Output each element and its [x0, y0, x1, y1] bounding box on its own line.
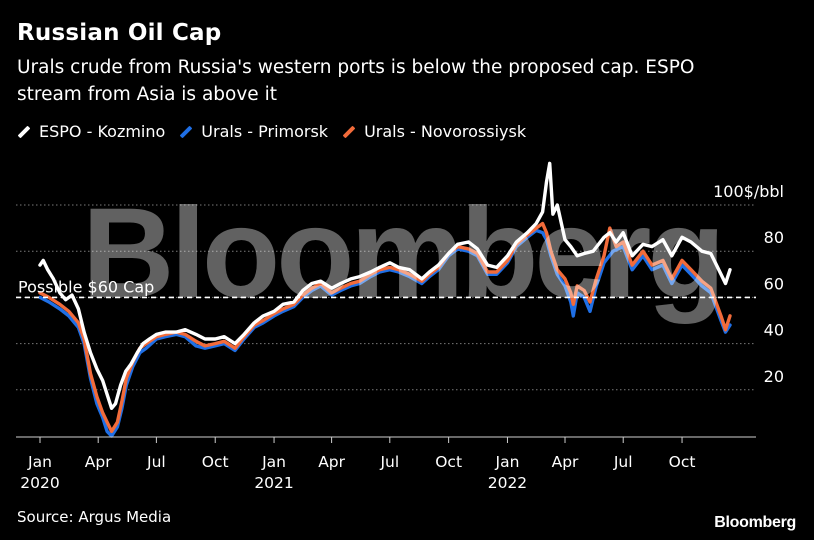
x-tick-label: Apr [85, 453, 112, 471]
reference-layer: Possible $60 Cap [16, 277, 756, 299]
series-urals-novorossiysk [38, 221, 732, 434]
x-tick-label: Oct [202, 453, 229, 471]
y-tick-label: 40 [764, 321, 784, 340]
source-note: Source: Argus Media [17, 508, 172, 526]
legend: ESPO - Kozmino Urals - Primorsk Urals - … [17, 122, 540, 141]
x-year-label: 2021 [254, 474, 293, 492]
x-tick-label: Jul [379, 453, 399, 471]
y-tick-label: 60 [764, 274, 784, 293]
x-year-label: 2022 [488, 474, 527, 492]
bloomberg-logo: Bloomberg [714, 514, 796, 531]
x-tick-label: Jan [27, 453, 52, 471]
legend-label-primorsk: Urals - Primorsk [201, 122, 329, 141]
x-tick-label: Apr [318, 453, 345, 471]
series-layer [38, 161, 732, 438]
legend-item-espo: ESPO - Kozmino [17, 122, 165, 141]
x-tick-label: Jul [613, 453, 633, 471]
x-tick-label: Jul [146, 453, 166, 471]
y-tick-label: 20 [764, 367, 784, 386]
series-urals-primorsk [38, 228, 732, 438]
legend-item-novorossiysk: Urals - Novorossiysk [342, 122, 526, 141]
chart-title: Russian Oil Cap [17, 20, 222, 46]
legend-label-espo: ESPO - Kozmino [39, 122, 166, 141]
axis-layer: 20 40 60 80 100$/bbl Jan 2020 Apr Jul Oct Jan 2021 A… [16, 182, 784, 492]
x-year-label: 2020 [20, 474, 59, 492]
series-espo-kozmino [38, 161, 732, 410]
x-tick-label: Jan [495, 453, 520, 471]
x-tick-label: Oct [669, 453, 696, 471]
x-tick-label: Oct [435, 453, 462, 471]
y-tick-label: 100$/bbl [713, 182, 784, 201]
legend-label-novorossiysk: Urals - Novorossiysk [364, 122, 527, 141]
x-tick-label: Apr [552, 453, 579, 471]
cap-reference-label: Possible $60 Cap [18, 277, 154, 296]
x-tick-label: Jan [261, 453, 286, 471]
y-tick-label: 80 [764, 228, 784, 247]
chart-subtitle: Urals crude from Russia's western ports … [17, 57, 695, 105]
legend-item-primorsk: Urals - Primorsk [179, 122, 328, 141]
